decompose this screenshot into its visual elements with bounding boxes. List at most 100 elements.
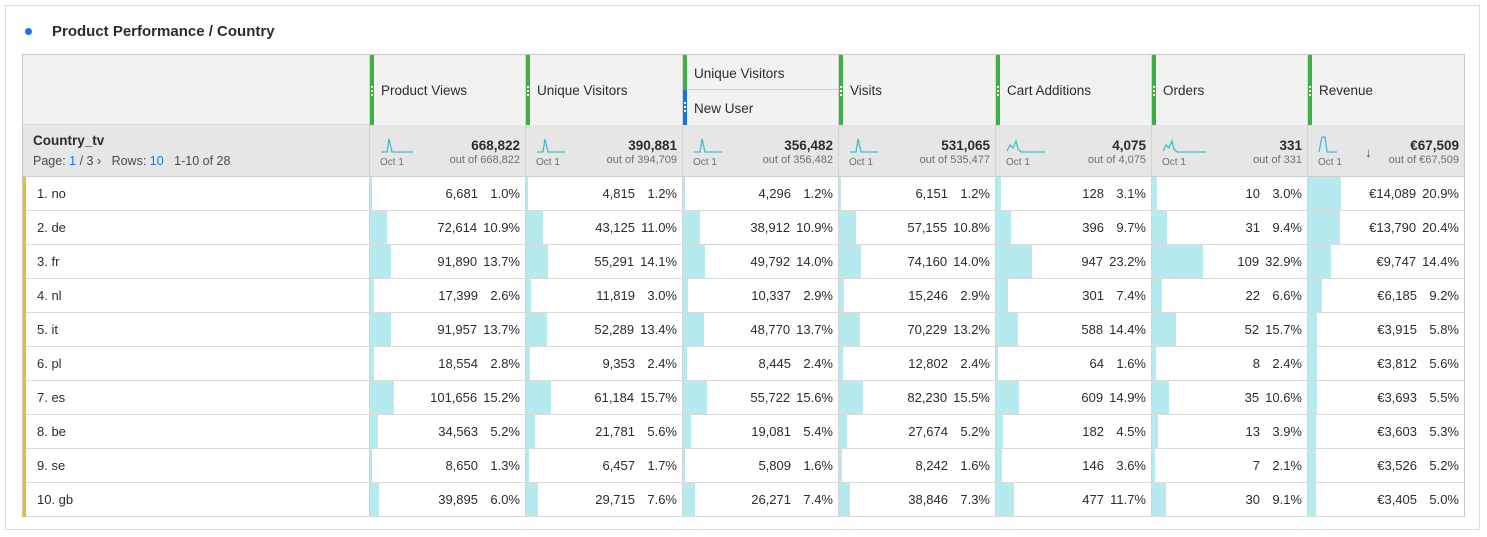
metric-cell[interactable]: €3,526 5.2% bbox=[1307, 449, 1464, 483]
metric-cell[interactable]: 396 9.7% bbox=[995, 211, 1151, 245]
metric-cell[interactable]: 57,155 10.8% bbox=[838, 211, 995, 245]
metric-cell[interactable]: 55,291 14.1% bbox=[525, 245, 682, 279]
dimension-item[interactable]: 1. no bbox=[37, 186, 66, 201]
sparkline-chart[interactable] bbox=[1005, 135, 1051, 155]
sparkline-chart[interactable] bbox=[379, 135, 419, 155]
drag-handle-icon[interactable] bbox=[526, 55, 530, 125]
metric-cell[interactable]: 8,650 1.3% bbox=[369, 449, 525, 483]
metric-cell[interactable]: 4,815 1.2% bbox=[525, 177, 682, 211]
metric-cell[interactable]: 29,715 7.6% bbox=[525, 483, 682, 517]
metric-cell[interactable]: 21,781 5.6% bbox=[525, 415, 682, 449]
metric-cell[interactable]: 6,457 1.7% bbox=[525, 449, 682, 483]
dimension-item[interactable]: 6. pl bbox=[37, 356, 62, 371]
metric-cell[interactable]: €6,185 9.2% bbox=[1307, 279, 1464, 313]
metric-cell[interactable]: €3,405 5.0% bbox=[1307, 483, 1464, 517]
table-row[interactable]: 3. fr 91,890 13.7% 55,291 14.1% 49,792 14.0% 74… bbox=[23, 245, 1464, 279]
metric-cell[interactable]: €9,747 14.4% bbox=[1307, 245, 1464, 279]
metric-cell[interactable]: 5,809 1.6% bbox=[682, 449, 838, 483]
metric-cell[interactable]: 52,289 13.4% bbox=[525, 313, 682, 347]
metric-header-1[interactable]: Unique Visitors bbox=[525, 55, 682, 125]
metric-cell[interactable]: 182 4.5% bbox=[995, 415, 1151, 449]
page-current-input[interactable]: 1 bbox=[69, 154, 77, 168]
table-row[interactable]: 7. es 101,656 15.2% 61,184 15.7% 55,722 15.6% 8… bbox=[23, 381, 1464, 415]
metric-cell[interactable]: 301 7.4% bbox=[995, 279, 1151, 313]
chevron-right-icon[interactable]: › bbox=[96, 154, 102, 168]
dimension-item[interactable]: 3. fr bbox=[37, 254, 60, 269]
metric-cell[interactable]: 588 14.4% bbox=[995, 313, 1151, 347]
metric-cell[interactable]: 64 1.6% bbox=[995, 347, 1151, 381]
sort-descending-icon[interactable]: ↓ bbox=[1365, 145, 1372, 160]
metric-cell[interactable]: 49,792 14.0% bbox=[682, 245, 838, 279]
metric-cell[interactable]: 13 3.9% bbox=[1151, 415, 1307, 449]
table-row[interactable]: 8. be 34,563 5.2% 21,781 5.6% 19,081 5.4% 27,67… bbox=[23, 415, 1464, 449]
metric-cell[interactable]: 101,656 15.2% bbox=[369, 381, 525, 415]
metric-cell[interactable]: 11,819 3.0% bbox=[525, 279, 682, 313]
table-row[interactable]: 10. gb 39,895 6.0% 29,715 7.6% 26,271 7.4% 38,8… bbox=[23, 483, 1464, 517]
sparkline-chart[interactable] bbox=[1161, 135, 1213, 155]
metric-cell[interactable]: €13,790 20.4% bbox=[1307, 211, 1464, 245]
metric-cell[interactable]: €3,915 5.8% bbox=[1307, 313, 1464, 347]
metric-cell[interactable]: 109 32.9% bbox=[1151, 245, 1307, 279]
dimension-item[interactable]: 10. gb bbox=[37, 492, 74, 507]
metric-cell[interactable]: 146 3.6% bbox=[995, 449, 1151, 483]
metric-cell[interactable]: 8,242 1.6% bbox=[838, 449, 995, 483]
metric-cell[interactable]: 15,246 2.9% bbox=[838, 279, 995, 313]
metric-cell[interactable]: €3,693 5.5% bbox=[1307, 381, 1464, 415]
metric-cell[interactable]: 8,445 2.4% bbox=[682, 347, 838, 381]
drag-handle-icon[interactable] bbox=[370, 55, 374, 125]
dimension-item[interactable]: 5. it bbox=[37, 322, 58, 337]
metric-cell[interactable]: 30 9.1% bbox=[1151, 483, 1307, 517]
drag-handle-icon[interactable] bbox=[996, 55, 1000, 125]
segment-drag-handle-icon[interactable] bbox=[683, 90, 687, 125]
metric-cell[interactable]: 6,151 1.2% bbox=[838, 177, 995, 211]
drag-handle-icon[interactable] bbox=[1152, 55, 1156, 125]
metric-cell[interactable]: 34,563 5.2% bbox=[369, 415, 525, 449]
sparkline-chart[interactable] bbox=[848, 135, 884, 155]
segment-header-cell[interactable]: New User bbox=[683, 90, 838, 125]
dimension-item[interactable]: 7. es bbox=[37, 390, 66, 405]
metric-cell[interactable]: 70,229 13.2% bbox=[838, 313, 995, 347]
metric-cell[interactable]: 4,296 1.2% bbox=[682, 177, 838, 211]
table-row[interactable]: 9. se 8,650 1.3% 6,457 1.7% 5,809 1.6% 8,242 1.6… bbox=[23, 449, 1464, 483]
metric-cell[interactable]: 91,957 13.7% bbox=[369, 313, 525, 347]
metric-cell[interactable]: 48,770 13.7% bbox=[682, 313, 838, 347]
metric-cell[interactable]: 27,674 5.2% bbox=[838, 415, 995, 449]
table-row[interactable]: 5. it 91,957 13.7% 52,289 13.4% 48,770 13.7% 70… bbox=[23, 313, 1464, 347]
sparkline-chart[interactable] bbox=[692, 135, 728, 155]
metric-cell[interactable]: 22 6.6% bbox=[1151, 279, 1307, 313]
table-row[interactable]: 4. nl 17,399 2.6% 11,819 3.0% 10,337 2.9% 15,24… bbox=[23, 279, 1464, 313]
metric-cell[interactable]: 61,184 15.7% bbox=[525, 381, 682, 415]
metric-cell[interactable]: 38,846 7.3% bbox=[838, 483, 995, 517]
drag-handle-icon[interactable] bbox=[683, 55, 687, 90]
metric-cell[interactable]: 477 11.7% bbox=[995, 483, 1151, 517]
drag-handle-icon[interactable] bbox=[839, 55, 843, 125]
metric-cell[interactable]: 19,081 5.4% bbox=[682, 415, 838, 449]
metric-cell[interactable]: 10 3.0% bbox=[1151, 177, 1307, 211]
dimension-name[interactable]: Country_tv bbox=[33, 133, 105, 148]
sparkline-chart[interactable] bbox=[535, 135, 571, 155]
metric-cell[interactable]: 35 10.6% bbox=[1151, 381, 1307, 415]
metric-cell[interactable]: €3,812 5.6% bbox=[1307, 347, 1464, 381]
metric-cell[interactable]: 31 9.4% bbox=[1151, 211, 1307, 245]
metric-cell[interactable]: 609 14.9% bbox=[995, 381, 1151, 415]
metric-cell[interactable]: 72,614 10.9% bbox=[369, 211, 525, 245]
metric-cell[interactable]: 17,399 2.6% bbox=[369, 279, 525, 313]
metric-header-0[interactable]: Product Views bbox=[369, 55, 525, 125]
metric-cell[interactable]: 52 15.7% bbox=[1151, 313, 1307, 347]
rows-per-page-select[interactable]: 10 bbox=[149, 154, 164, 168]
metric-cell[interactable]: 7 2.1% bbox=[1151, 449, 1307, 483]
metric-cell[interactable]: 947 23.2% bbox=[995, 245, 1151, 279]
metric-cell[interactable]: 128 3.1% bbox=[995, 177, 1151, 211]
table-row[interactable]: 2. de 72,614 10.9% 43,125 11.0% 38,912 10.9% 57… bbox=[23, 211, 1464, 245]
metric-cell[interactable]: 43,125 11.0% bbox=[525, 211, 682, 245]
metric-cell[interactable]: 82,230 15.5% bbox=[838, 381, 995, 415]
dimension-item[interactable]: 2. de bbox=[37, 220, 66, 235]
dimension-item[interactable]: 9. se bbox=[37, 458, 66, 473]
metric-cell[interactable]: €14,089 20.9% bbox=[1307, 177, 1464, 211]
panel-title[interactable]: Product Performance / Country bbox=[52, 22, 275, 40]
metric-cell[interactable]: 10,337 2.9% bbox=[682, 279, 838, 313]
metric-header-5[interactable]: Orders bbox=[1151, 55, 1307, 125]
dimension-item[interactable]: 4. nl bbox=[37, 288, 62, 303]
metric-cell[interactable]: 38,912 10.9% bbox=[682, 211, 838, 245]
metric-cell[interactable]: 55,722 15.6% bbox=[682, 381, 838, 415]
